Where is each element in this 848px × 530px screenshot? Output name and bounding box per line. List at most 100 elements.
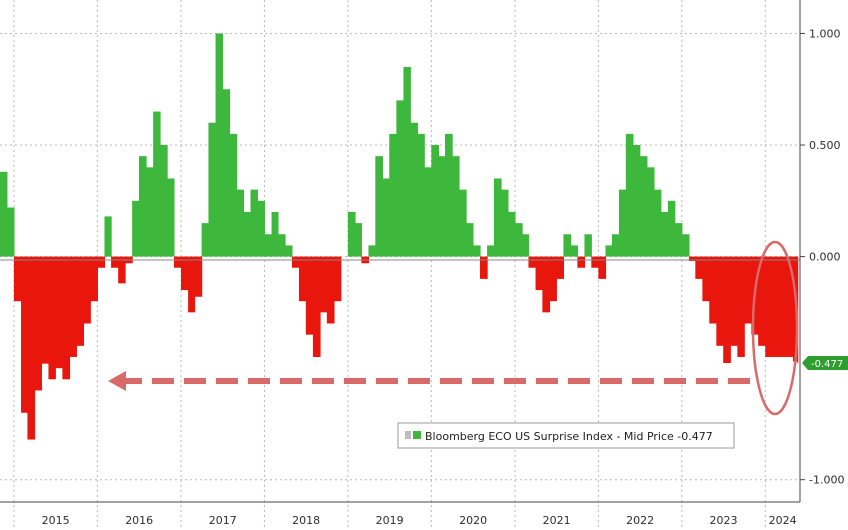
series-bars	[0, 33, 799, 440]
bar	[542, 256, 551, 313]
bar	[458, 189, 467, 257]
legend-box	[397, 422, 735, 449]
y-tick-label: 0.000	[809, 251, 841, 264]
bar	[625, 133, 634, 257]
bar	[173, 256, 182, 268]
bar	[257, 200, 266, 257]
x-tick-label: 2021	[543, 514, 571, 527]
last-value-label: -0.477	[811, 359, 843, 370]
bar	[695, 256, 703, 279]
last-value-tag	[802, 356, 848, 371]
bar	[730, 256, 738, 346]
bar	[333, 256, 342, 302]
bar	[570, 245, 578, 257]
bar	[584, 234, 592, 257]
bar	[403, 66, 411, 257]
x-tick-label: 2016	[125, 514, 153, 527]
bar	[389, 133, 397, 257]
bar	[188, 256, 196, 313]
bar	[424, 167, 432, 257]
bar	[312, 256, 321, 357]
bar	[563, 234, 572, 257]
bar	[702, 256, 710, 302]
bar	[21, 256, 29, 413]
bar	[472, 245, 481, 257]
bar	[716, 256, 724, 346]
bar	[167, 178, 175, 257]
bar	[215, 33, 223, 257]
bar	[653, 189, 662, 257]
bar	[487, 245, 495, 257]
annotation	[108, 240, 799, 416]
bar	[646, 167, 655, 257]
bar	[181, 256, 189, 291]
bar	[90, 256, 98, 302]
legend-swatch-green	[413, 431, 421, 439]
highlight-circle	[751, 240, 799, 416]
bar	[104, 216, 112, 257]
bar	[577, 256, 586, 268]
legend: Bloomberg ECO US Surprise Index - Mid Pr…	[397, 422, 735, 449]
bar	[264, 234, 273, 257]
x-tick-label: 2022	[626, 514, 654, 527]
bar	[480, 256, 488, 279]
bar	[111, 256, 119, 268]
bar	[201, 223, 210, 257]
bar	[417, 133, 425, 257]
bar	[772, 256, 780, 357]
bar	[765, 256, 773, 357]
bar	[208, 122, 217, 257]
bar	[55, 256, 63, 369]
bar	[549, 256, 557, 302]
bar	[382, 178, 390, 257]
bar	[431, 145, 439, 257]
bar	[758, 256, 766, 346]
bar	[522, 234, 530, 257]
bar	[347, 211, 356, 257]
x-tick-label: 2019	[376, 514, 404, 527]
bar	[438, 156, 446, 257]
bar	[160, 145, 168, 257]
bar	[737, 256, 745, 357]
bar	[452, 156, 460, 257]
bar	[660, 211, 669, 257]
bar	[146, 167, 154, 257]
bar	[639, 156, 648, 257]
bar	[535, 256, 543, 291]
bar	[6, 207, 15, 257]
bar	[744, 256, 752, 324]
y-tick-label: 0.500	[809, 139, 841, 152]
bar	[326, 256, 335, 324]
bar	[681, 234, 690, 257]
bar	[611, 234, 620, 257]
bar	[69, 256, 77, 357]
bar	[97, 256, 106, 268]
x-tick-label: 2015	[42, 514, 70, 527]
bar	[285, 245, 293, 257]
bar	[493, 178, 502, 257]
bar	[556, 256, 565, 279]
bar	[410, 122, 418, 257]
y-tick-label: 1.000	[809, 27, 841, 40]
bar	[632, 145, 641, 257]
bar	[153, 111, 161, 257]
bar	[368, 245, 376, 257]
bar	[466, 223, 474, 257]
legend-label: Bloomberg ECO US Surprise Index - Mid Pr…	[425, 430, 713, 443]
bar	[605, 245, 613, 257]
bar	[236, 189, 245, 257]
bar	[291, 256, 300, 268]
bar	[62, 256, 71, 380]
legend-last-value: -0.477	[677, 430, 712, 443]
bar	[786, 256, 794, 357]
bar	[445, 133, 453, 257]
bar	[27, 256, 36, 440]
bar	[528, 256, 537, 268]
y-axis-ticks: 1.000 0.500 0.000 -0.477 -1.000	[800, 27, 848, 487]
x-tick-label: 2018	[292, 514, 320, 527]
x-tick-label: 2020	[459, 514, 487, 527]
bar	[222, 89, 231, 257]
bar	[674, 223, 683, 257]
bar	[501, 189, 509, 257]
